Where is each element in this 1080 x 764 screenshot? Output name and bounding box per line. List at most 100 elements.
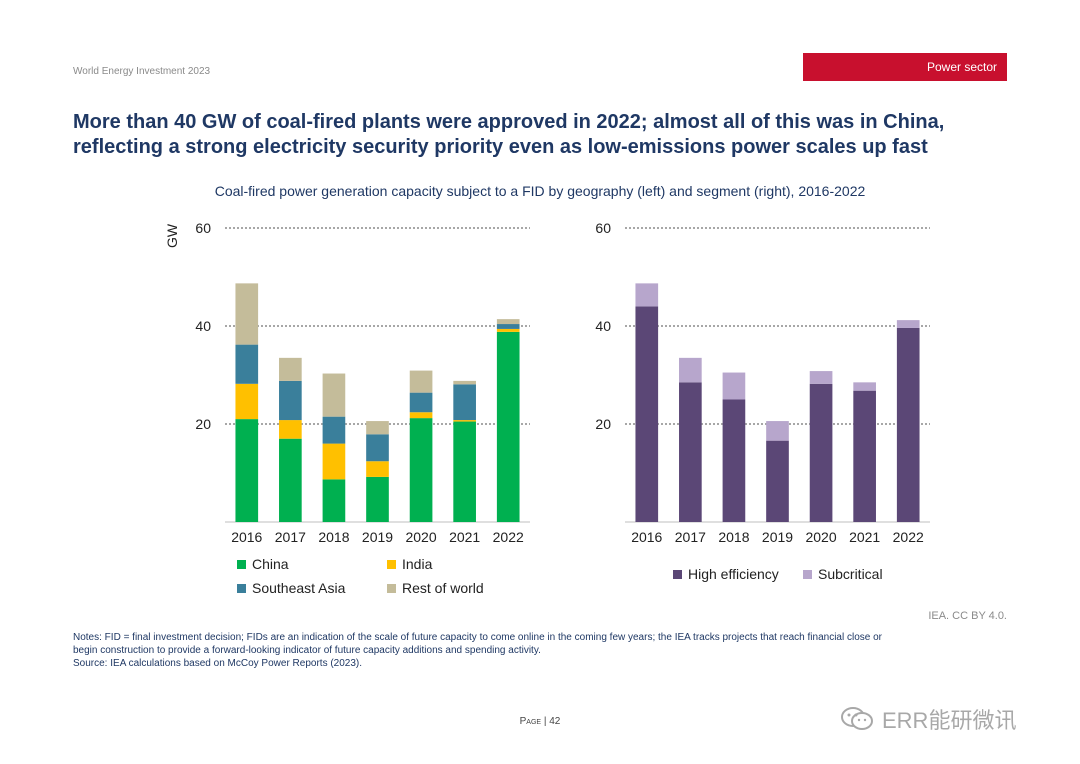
geo-x-tick-label: 2022 bbox=[493, 529, 524, 545]
geo-bar-rest-of-world-2021 bbox=[453, 380, 476, 385]
seg-y-tick-label: 40 bbox=[595, 318, 611, 334]
geo-bar-southeast-asia-2017 bbox=[279, 380, 302, 421]
legend-item-india: India bbox=[387, 556, 432, 572]
seg-bar-subcritical-2019 bbox=[766, 421, 789, 441]
seg-y-tick-label: 60 bbox=[595, 220, 611, 236]
seg-x-tick-label: 2018 bbox=[718, 529, 749, 545]
legend-label-high-efficiency: High efficiency bbox=[688, 566, 779, 582]
seg-bar-high-efficiency-2021 bbox=[853, 390, 876, 522]
legend-item-subcritical: Subcritical bbox=[803, 566, 883, 582]
geo-bar-india-2016 bbox=[235, 383, 259, 420]
seg-bar-subcritical-2020 bbox=[809, 371, 833, 384]
legend-swatch-subcritical bbox=[803, 569, 812, 579]
geo-bar-india-2021 bbox=[453, 420, 476, 422]
seg-x-tick-label: 2020 bbox=[805, 529, 836, 545]
geo-y-tick-label: 40 bbox=[195, 318, 211, 334]
seg-x-tick-label: 2022 bbox=[893, 529, 924, 545]
legend-item-rest-of-world: Rest of world bbox=[387, 580, 484, 596]
geo-bar-china-2017 bbox=[279, 438, 302, 522]
watermark-text: ERR能研微讯 bbox=[882, 708, 1017, 733]
geo-bar-rest-of-world-2019 bbox=[366, 421, 389, 435]
notes-line-2: begin construction to provide a forward-… bbox=[73, 645, 541, 656]
seg-bar-subcritical-2022 bbox=[896, 320, 920, 328]
notes-block: Notes: FID = final investment decision; … bbox=[73, 631, 1018, 670]
geo-x-tick-label: 2019 bbox=[362, 529, 393, 545]
geo-y-axis-label: GW bbox=[164, 223, 180, 248]
page-prefix: Page bbox=[519, 716, 542, 727]
seg-x-tick-label: 2019 bbox=[762, 529, 793, 545]
legend-item-china: China bbox=[237, 556, 289, 572]
geo-bar-southeast-asia-2021 bbox=[453, 384, 476, 421]
geo-bar-rest-of-world-2022 bbox=[496, 319, 520, 325]
geo-bar-rest-of-world-2018 bbox=[322, 373, 346, 417]
geo-x-tick-label: 2021 bbox=[449, 529, 480, 545]
seg-x-tick-label: 2021 bbox=[849, 529, 880, 545]
chart-credit: IEA. CC BY 4.0. bbox=[928, 610, 1007, 622]
legend-item-southeast-asia: Southeast Asia bbox=[237, 580, 345, 596]
seg-bar-high-efficiency-2018 bbox=[722, 399, 746, 522]
seg-bar-subcritical-2018 bbox=[722, 372, 746, 400]
notes-line-1: Notes: FID = final investment decision; … bbox=[73, 632, 883, 643]
geo-bar-rest-of-world-2020 bbox=[409, 370, 433, 393]
geo-bar-china-2019 bbox=[366, 476, 389, 522]
geo-bar-southeast-asia-2022 bbox=[496, 324, 520, 329]
seg-y-tick-label: 20 bbox=[595, 416, 611, 432]
seg-bar-high-efficiency-2019 bbox=[766, 440, 789, 522]
legend-swatch-china bbox=[237, 559, 246, 569]
seg-bar-subcritical-2017 bbox=[679, 357, 702, 383]
geo-bar-china-2022 bbox=[496, 331, 520, 522]
page-number-value: 42 bbox=[549, 716, 561, 727]
page-number: Page | 42 bbox=[519, 716, 561, 727]
source-line: Source: IEA calculations based on McCoy … bbox=[73, 658, 363, 669]
geography-chart: 20 40 60 GW 2016 2017 2018 2019 2020 2021 2022 bbox=[164, 220, 530, 545]
watermark: ERR能研微讯 bbox=[840, 703, 1016, 735]
seg-bar-high-efficiency-2020 bbox=[809, 383, 833, 522]
headline-line-1: More than 40 GW of coal-fired plants wer… bbox=[73, 111, 945, 133]
geo-bar-india-2017 bbox=[279, 420, 302, 439]
seg-bar-high-efficiency-2022 bbox=[896, 327, 920, 522]
geo-y-tick-label: 60 bbox=[195, 220, 211, 236]
geo-x-tick-label: 2017 bbox=[275, 529, 306, 545]
legend-swatch-india bbox=[387, 559, 396, 569]
geo-bar-china-2020 bbox=[409, 418, 433, 522]
legend-item-high-efficiency: High efficiency bbox=[673, 566, 779, 582]
legend-swatch-high-efficiency bbox=[673, 569, 682, 579]
chart-title: Coal-fired power generation capacity sub… bbox=[214, 183, 866, 199]
legend-swatch-southeast-asia bbox=[237, 583, 246, 593]
section-tag: Power sector bbox=[803, 53, 1007, 81]
geo-bar-china-2018 bbox=[322, 479, 346, 522]
report-title: World Energy Investment 2023 bbox=[73, 66, 211, 77]
seg-bar-high-efficiency-2016 bbox=[635, 306, 659, 522]
geo-x-tick-label: 2018 bbox=[318, 529, 349, 545]
wechat-icon bbox=[841, 707, 873, 730]
geo-bar-southeast-asia-2016 bbox=[235, 344, 259, 384]
legend-swatch-rest-of-world bbox=[387, 583, 396, 593]
geo-bar-india-2022 bbox=[496, 328, 520, 332]
headline-line-2: reflecting a strong electricity security… bbox=[73, 136, 928, 158]
segment-chart: 20 40 60 2016 2017 2018 2019 2020 2021 2022 bbox=[595, 220, 930, 545]
legend-label-southeast-asia: Southeast Asia bbox=[252, 580, 346, 596]
geo-bar-southeast-asia-2020 bbox=[409, 392, 433, 413]
geo-bar-india-2018 bbox=[322, 443, 346, 480]
geo-bar-india-2020 bbox=[409, 412, 433, 419]
legend-label-subcritical: Subcritical bbox=[818, 566, 883, 582]
geo-bar-southeast-asia-2019 bbox=[366, 434, 389, 462]
geo-bar-china-2021 bbox=[453, 421, 476, 522]
seg-bar-high-efficiency-2017 bbox=[679, 382, 702, 522]
legend-label-china: China bbox=[252, 556, 289, 572]
seg-bar-subcritical-2016 bbox=[635, 283, 659, 307]
geo-bar-southeast-asia-2018 bbox=[322, 416, 346, 444]
geo-bar-china-2016 bbox=[235, 419, 259, 522]
seg-x-tick-label: 2017 bbox=[675, 529, 706, 545]
seg-bar-subcritical-2021 bbox=[853, 382, 876, 391]
geo-bar-india-2019 bbox=[366, 461, 389, 477]
legend-label-rest-of-world: Rest of world bbox=[402, 580, 484, 596]
page-headline: More than 40 GW of coal-fired plants wer… bbox=[73, 110, 1023, 160]
geo-bar-rest-of-world-2016 bbox=[235, 283, 259, 345]
geo-bar-rest-of-world-2017 bbox=[279, 357, 302, 381]
geo-x-tick-label: 2020 bbox=[405, 529, 436, 545]
seg-x-tick-label: 2016 bbox=[631, 529, 662, 545]
legend-label-india: India bbox=[402, 556, 433, 572]
geo-y-tick-label: 20 bbox=[195, 416, 211, 432]
geo-x-tick-label: 2016 bbox=[231, 529, 262, 545]
